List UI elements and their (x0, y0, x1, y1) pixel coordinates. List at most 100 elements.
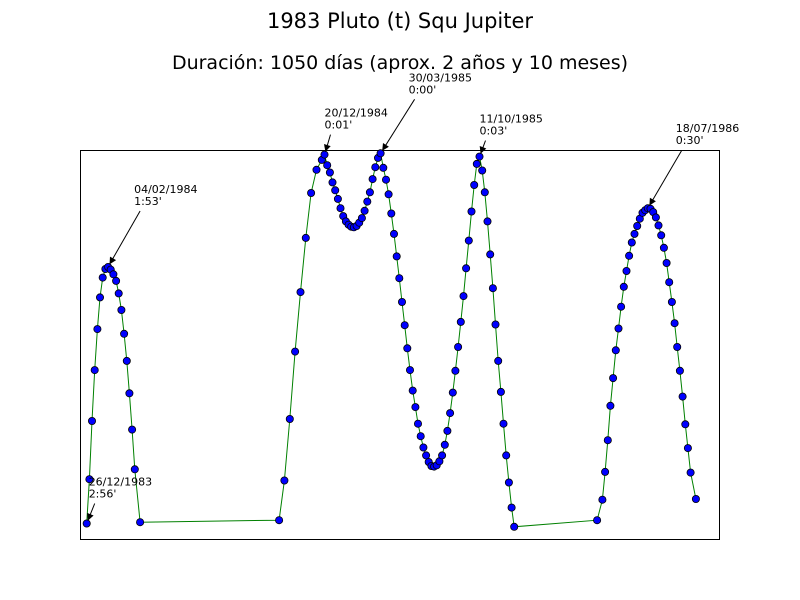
plot-area-frame (80, 150, 720, 540)
data-point (483, 217, 492, 226)
data-point (93, 325, 102, 334)
data-point (405, 366, 414, 375)
data-point (494, 356, 503, 365)
data-point (654, 221, 663, 230)
data-point (275, 516, 284, 525)
data-point (400, 321, 409, 330)
data-point (128, 425, 137, 434)
data-point (285, 414, 294, 423)
data-point (312, 165, 321, 174)
data-point (603, 436, 612, 445)
data-point (464, 236, 473, 245)
data-point (651, 213, 660, 222)
data-point (472, 159, 481, 168)
data-point (681, 420, 690, 429)
data-point (112, 276, 121, 285)
data-point (438, 451, 447, 460)
data-layer (82, 149, 700, 531)
data-point (323, 161, 332, 170)
data-point (659, 243, 668, 252)
annotation-arrowhead (324, 144, 331, 152)
data-point (419, 443, 428, 452)
data-point (392, 252, 401, 261)
data-point (368, 175, 377, 184)
annotation-arrowhead (649, 197, 656, 206)
data-point (504, 478, 513, 487)
annotation-date: 20/12/1984 (325, 107, 388, 120)
data-point (88, 416, 97, 425)
annotation-value: 0:30' (676, 134, 704, 147)
data-point (478, 166, 487, 175)
data-point (617, 302, 626, 311)
data-point (85, 475, 94, 484)
data-point (630, 229, 639, 238)
annotation-date: 26/12/1983 (89, 476, 152, 489)
data-point (678, 392, 687, 401)
data-point (593, 516, 602, 525)
data-point (363, 197, 372, 206)
data-point (82, 519, 91, 528)
data-point (454, 342, 463, 351)
data-point (376, 149, 385, 158)
annotation-date: 11/10/1985 (480, 113, 543, 126)
data-point (301, 233, 310, 242)
data-point (611, 346, 620, 355)
data-point (403, 344, 412, 353)
data-point (496, 387, 505, 396)
annotation-value: 0:00' (409, 83, 437, 96)
data-point (683, 444, 692, 453)
data-point (296, 288, 305, 297)
data-point (411, 403, 420, 412)
data-point (117, 305, 126, 314)
data-point (365, 188, 374, 197)
data-point (627, 238, 636, 247)
data-point (395, 274, 404, 283)
data-point (120, 329, 129, 338)
data-point (448, 388, 457, 397)
data-point (389, 229, 398, 238)
data-point (328, 178, 337, 187)
annotation-date: 18/07/1986 (676, 122, 739, 135)
data-point (622, 266, 631, 275)
data-point (408, 386, 417, 395)
data-point (291, 347, 300, 356)
data-point (614, 324, 623, 333)
data-point (357, 214, 366, 223)
data-point (443, 426, 452, 435)
data-point (130, 465, 139, 474)
data-point (371, 163, 380, 172)
data-point (307, 188, 316, 197)
data-point (413, 419, 422, 428)
data-point (491, 320, 500, 329)
annotation-date: 30/03/1985 (409, 71, 472, 84)
annotation-value: 0:01' (325, 119, 353, 132)
data-point (686, 468, 695, 477)
data-point (440, 440, 449, 449)
annotation-arrowhead (479, 146, 487, 154)
data-point (665, 278, 674, 287)
data-point (336, 204, 345, 213)
data-point (480, 188, 489, 197)
data-point (122, 356, 131, 365)
data-point (510, 522, 519, 531)
data-point (459, 292, 468, 301)
data-point (662, 258, 671, 267)
data-point (136, 518, 145, 527)
annotation-value: 2:56' (89, 488, 117, 501)
data-point (280, 476, 289, 485)
data-point (422, 451, 431, 460)
data-point (667, 297, 676, 306)
data-point (109, 270, 118, 279)
data-point (384, 190, 393, 199)
data-point (675, 366, 684, 375)
data-point (360, 206, 369, 215)
chart-title: 1983 Pluto (t) Squ Jupiter (267, 9, 533, 33)
data-point (606, 401, 615, 410)
data-point (416, 432, 425, 441)
